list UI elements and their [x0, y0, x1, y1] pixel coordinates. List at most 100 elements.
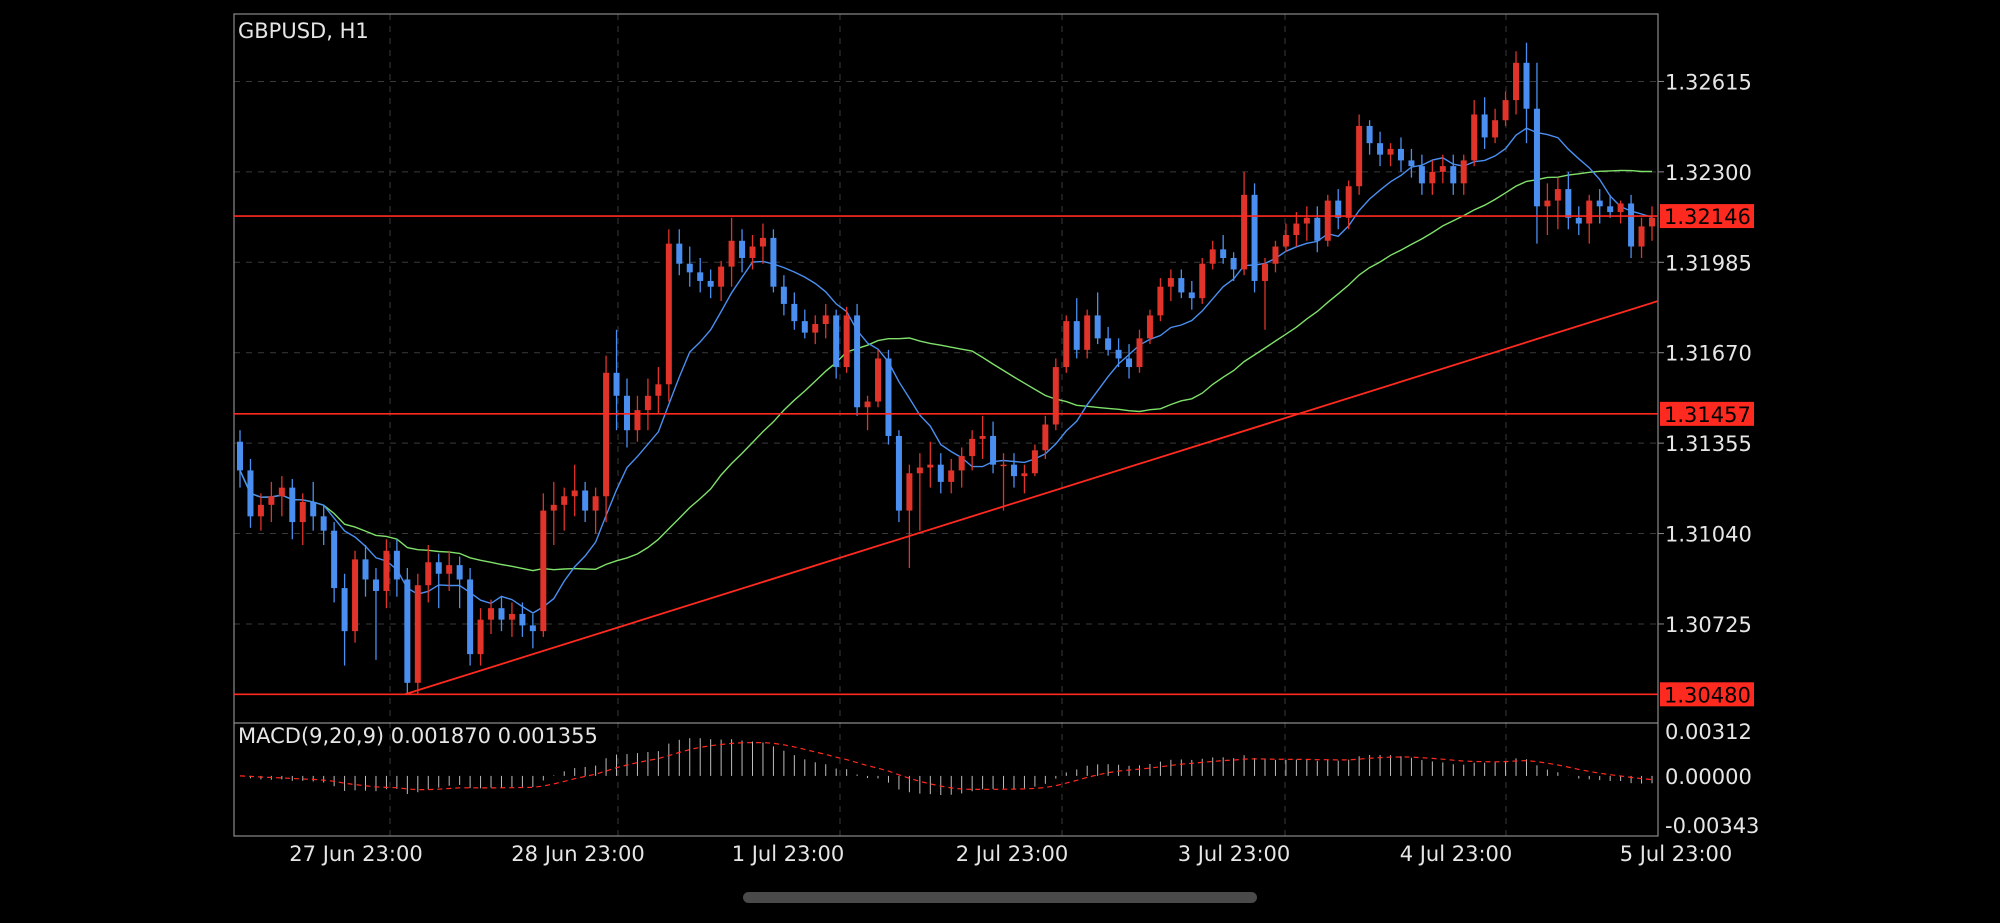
- candle-body: [801, 321, 808, 333]
- candle-body: [1377, 143, 1384, 155]
- candle-body: [331, 530, 338, 589]
- candle-body: [1366, 125, 1373, 144]
- candle-body: [1010, 464, 1017, 477]
- candle-body: [1471, 114, 1478, 161]
- horizontal-lines[interactable]: 1.32146 1.31457 1.30480: [234, 204, 1754, 707]
- candle-body: [1335, 200, 1342, 218]
- candle-body: [592, 496, 599, 511]
- candle-body: [895, 435, 902, 511]
- candle-body: [1544, 200, 1551, 207]
- candle-body: [843, 315, 850, 368]
- candle-body: [1303, 217, 1310, 224]
- candle-body: [990, 435, 997, 465]
- trendline-layer[interactable]: [404, 300, 1659, 696]
- gridlines: [234, 14, 1658, 836]
- price-tag-label: 1.30480: [1664, 683, 1751, 707]
- candle-body: [1575, 217, 1582, 224]
- candle-body: [362, 559, 369, 580]
- trendline[interactable]: [404, 300, 1659, 696]
- candle-body: [1052, 367, 1059, 425]
- candle-body: [1073, 321, 1080, 350]
- candle-body: [707, 280, 714, 287]
- candle-body: [728, 240, 735, 267]
- price-tick-label: 1.31670: [1665, 342, 1752, 366]
- time-tick-label: 5 Jul 23:00: [1620, 842, 1733, 866]
- candle-body: [571, 490, 578, 497]
- candle-body: [1262, 263, 1269, 281]
- macd-histogram: [239, 738, 1653, 796]
- candle-body: [582, 490, 589, 511]
- candle-body: [665, 243, 672, 385]
- candle-body: [613, 372, 620, 396]
- candle-body: [833, 315, 840, 368]
- macd-signal-line: [239, 741, 1653, 791]
- candle-body: [791, 303, 798, 322]
- time-tick-label: 3 Jul 23:00: [1178, 842, 1291, 866]
- candle-body: [1649, 217, 1655, 227]
- candle-body: [1241, 194, 1248, 270]
- time-tick-label: 1 Jul 23:00: [732, 842, 845, 866]
- candle-body: [519, 613, 526, 626]
- macd-tick-label: -0.00343: [1665, 814, 1759, 838]
- candle-body: [697, 272, 704, 281]
- chart-title: GBPUSD, H1: [238, 19, 369, 43]
- candle-body: [603, 372, 610, 497]
- candle-body: [885, 358, 892, 436]
- candle-body: [1000, 464, 1007, 467]
- candle-body: [1502, 100, 1509, 121]
- candle-body: [739, 240, 746, 258]
- candle-body: [916, 467, 923, 474]
- ma-slow-line: [239, 169, 1652, 572]
- candle-body: [1565, 189, 1572, 218]
- candle-body: [352, 559, 359, 632]
- candle-body: [875, 358, 882, 402]
- candle-body: [1314, 217, 1321, 241]
- price-axis: 1.32615 1.32300 1.31985 1.31670 1.31355 1.310…: [1658, 70, 1752, 637]
- candle-body: [1167, 278, 1174, 287]
- candle-body: [1356, 125, 1363, 187]
- candle-body: [561, 496, 568, 505]
- candle-body: [759, 237, 766, 247]
- candle-body: [1105, 338, 1112, 350]
- candle-body: [550, 504, 557, 511]
- candle-body: [634, 410, 641, 431]
- candle-body: [456, 565, 463, 580]
- price-tick-label: 1.31355: [1665, 432, 1752, 456]
- candle-body: [1063, 321, 1070, 368]
- price-tag: [1660, 401, 1754, 426]
- candle-body: [1450, 166, 1457, 184]
- candle-body: [1021, 473, 1028, 477]
- time-tick-label: 27 Jun 23:00: [289, 842, 422, 866]
- price-tag-label: 1.32146: [1664, 205, 1751, 229]
- home-indicator[interactable]: [743, 892, 1257, 903]
- candle-body: [435, 562, 442, 574]
- candle-body: [467, 579, 474, 655]
- candle-body: [644, 395, 651, 411]
- candle-body: [1293, 223, 1300, 236]
- candle-body: [1554, 189, 1561, 201]
- candle-body: [1031, 450, 1038, 474]
- candle-body: [1523, 62, 1530, 109]
- macd-tick-label: 0.00000: [1665, 765, 1752, 789]
- candle-body: [1282, 235, 1289, 247]
- candle-body: [1617, 203, 1624, 213]
- candle-body: [446, 565, 453, 574]
- candle-body: [1042, 424, 1049, 451]
- candle-body: [289, 487, 296, 523]
- candle-body: [414, 585, 421, 683]
- candle-body: [383, 550, 390, 591]
- candle-body: [1481, 114, 1488, 138]
- price-tick-label: 1.31985: [1665, 251, 1752, 275]
- candle-body: [257, 504, 264, 517]
- price-tick-label: 1.31040: [1665, 523, 1752, 547]
- candle-body: [1408, 160, 1415, 167]
- candle-body: [780, 286, 787, 304]
- candle-body: [812, 324, 819, 333]
- candle-body: [1209, 249, 1216, 264]
- candle-body: [299, 501, 306, 523]
- candle-body: [1418, 166, 1425, 184]
- candle-body: [1387, 148, 1394, 155]
- candle-body: [1397, 148, 1404, 161]
- candles: [237, 42, 1655, 695]
